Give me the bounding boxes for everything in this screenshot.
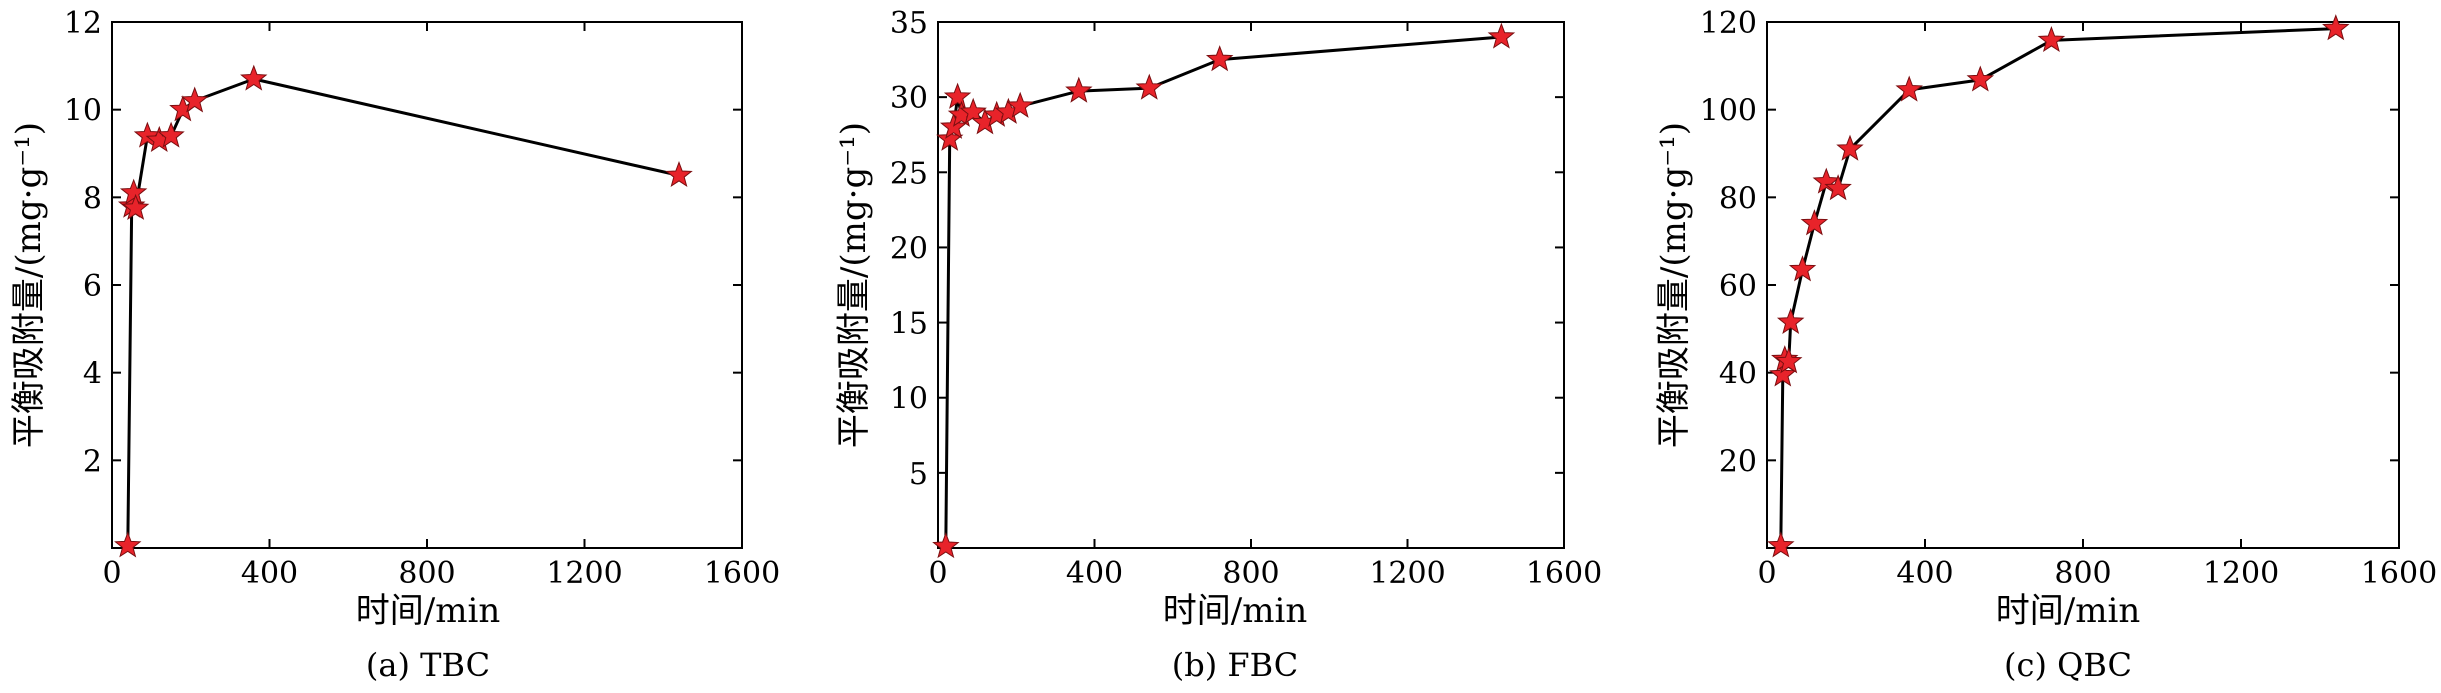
x-tick-label: 1600 bbox=[704, 556, 780, 591]
x-tick-label: 0 bbox=[928, 556, 947, 591]
data-point-star bbox=[1895, 75, 1923, 102]
data-point-star bbox=[1767, 531, 1795, 558]
x-tick-label: 800 bbox=[2054, 556, 2111, 591]
x-tick-label: 1200 bbox=[546, 556, 622, 591]
data-point-star bbox=[1776, 307, 1805, 334]
y-tick-label: 80 bbox=[1719, 181, 1757, 216]
data-point-star bbox=[1065, 76, 1093, 103]
y-tick-label: 12 bbox=[64, 6, 102, 41]
plot-frame bbox=[1766, 21, 2400, 549]
y-tick-label: 10 bbox=[890, 382, 928, 417]
y-tick-label: 35 bbox=[890, 6, 928, 41]
y-tick-label: 30 bbox=[890, 81, 928, 116]
data-point-star bbox=[133, 121, 162, 148]
data-point-star bbox=[2322, 14, 2350, 41]
x-tick-label: 400 bbox=[1066, 556, 1123, 591]
y-tick-label: 100 bbox=[1700, 94, 1757, 129]
chart-panel-qbc: 平衡吸附量/(mg·g⁻¹) 时间/min (c) QBC 0 400 800 120… bbox=[1654, 6, 2437, 684]
x-axis-label: 时间/min bbox=[356, 591, 500, 631]
data-point-star bbox=[119, 178, 148, 205]
x-tick-label: 0 bbox=[1757, 556, 1776, 591]
y-axis-label: 平衡吸附量/(mg·g⁻¹) bbox=[834, 122, 874, 448]
y-tick-label: 25 bbox=[890, 156, 928, 191]
plot-frame bbox=[111, 21, 743, 549]
data-point-star bbox=[114, 531, 142, 558]
x-tick-label: 1600 bbox=[1526, 556, 1602, 591]
chart-caption: (a) TBC bbox=[366, 646, 490, 684]
data-point-star bbox=[1812, 167, 1840, 194]
y-tick-label: 40 bbox=[1719, 357, 1757, 392]
x-tick-label: 1200 bbox=[2203, 556, 2279, 591]
chart-caption: (c) QBC bbox=[2004, 646, 2132, 684]
data-point-star bbox=[180, 86, 209, 113]
x-tick-label: 400 bbox=[1896, 556, 1953, 591]
series-line bbox=[126, 77, 680, 546]
data-point-star bbox=[1788, 255, 1817, 282]
data-point-star bbox=[1006, 91, 1034, 118]
y-tick-label: 20 bbox=[890, 231, 928, 266]
y-tick-label: 2 bbox=[83, 444, 102, 479]
data-point-star bbox=[665, 160, 693, 188]
data-point-star bbox=[2037, 25, 2066, 53]
y-tick-label: 120 bbox=[1700, 6, 1757, 41]
chart-panel-fbc: 平衡吸附量/(mg·g⁻¹) 时间/min (b) FBC 0 400 800 120… bbox=[834, 6, 1602, 684]
data-point-star bbox=[1824, 174, 1852, 201]
data-point-star bbox=[1800, 209, 1829, 236]
data-point-star bbox=[1775, 347, 1803, 374]
data-point-star bbox=[1769, 360, 1797, 387]
x-tick-label: 800 bbox=[1222, 556, 1279, 591]
data-point-star bbox=[1205, 45, 1234, 72]
data-point-star bbox=[240, 64, 268, 91]
x-tick-label: 1200 bbox=[1369, 556, 1445, 591]
x-axis-label: 时间/min bbox=[1996, 591, 2140, 631]
series-line bbox=[944, 35, 1502, 547]
y-tick-label: 4 bbox=[83, 357, 102, 392]
y-tick-label: 15 bbox=[890, 307, 928, 342]
y-tick-label: 20 bbox=[1719, 444, 1757, 479]
x-axis-label: 时间/min bbox=[1163, 591, 1307, 631]
plot-frame bbox=[937, 21, 1565, 549]
x-tick-label: 800 bbox=[398, 556, 455, 591]
y-axis-label: 平衡吸附量/(mg·g⁻¹) bbox=[9, 122, 49, 448]
data-point-star bbox=[1135, 73, 1163, 100]
data-point-star bbox=[959, 97, 987, 124]
data-point-star bbox=[1487, 22, 1516, 49]
chart-panel-tbc: 平衡吸附量/(mg·g⁻¹) 时间/min (a) TBC 0 400 800 120… bbox=[9, 6, 780, 684]
y-tick-label: 10 bbox=[64, 94, 102, 129]
y-axis-label: 平衡吸附量/(mg·g⁻¹) bbox=[1654, 122, 1694, 448]
data-point-star bbox=[1836, 134, 1864, 161]
data-point-star bbox=[1966, 65, 1995, 92]
y-tick-label: 8 bbox=[83, 181, 102, 216]
data-point-star bbox=[157, 121, 185, 148]
x-tick-label: 400 bbox=[241, 556, 298, 591]
y-tick-label: 6 bbox=[83, 269, 102, 304]
series-line bbox=[1779, 27, 2336, 546]
y-tick-label: 60 bbox=[1719, 269, 1757, 304]
x-tick-label: 1600 bbox=[2361, 556, 2437, 591]
y-tick-label: 5 bbox=[909, 457, 928, 492]
data-point-star bbox=[121, 193, 150, 220]
data-point-star bbox=[943, 82, 972, 109]
x-tick-label: 0 bbox=[102, 556, 121, 591]
chart-caption: (b) FBC bbox=[1172, 646, 1298, 684]
data-point-star bbox=[932, 532, 960, 559]
